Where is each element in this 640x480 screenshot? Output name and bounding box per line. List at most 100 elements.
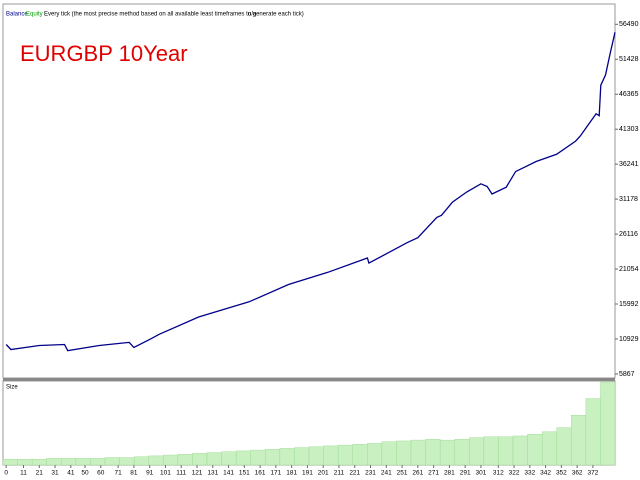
- x-tick-label: 301: [475, 470, 486, 477]
- size-bar: [483, 436, 499, 466]
- size-bar: [541, 431, 557, 466]
- x-tick-label: 181: [286, 470, 297, 477]
- size-bar: [221, 451, 237, 466]
- header-balance: Balance: [6, 12, 28, 18]
- x-tick-label: 21: [36, 470, 44, 477]
- x-tick-label: 291: [460, 470, 471, 477]
- size-bar: [206, 452, 222, 466]
- size-bar: [133, 456, 149, 466]
- x-tick-label: 362: [572, 470, 583, 477]
- x-tick-label: 281: [444, 470, 455, 477]
- size-bar: [439, 439, 455, 466]
- size-bar: [527, 434, 543, 466]
- y-tick-label: 56490: [619, 21, 639, 28]
- x-tick-label: 251: [397, 470, 408, 477]
- size-bar: [381, 441, 397, 466]
- header-method: Every tick (the most precise method base…: [44, 12, 304, 18]
- size-bar: [235, 450, 251, 466]
- size-bar: [177, 454, 193, 466]
- size-bar: [61, 458, 77, 466]
- size-bar: [119, 457, 135, 466]
- x-tick-label: 271: [428, 470, 439, 477]
- size-bar: [352, 444, 368, 466]
- x-tick-label: 151: [239, 470, 250, 477]
- x-tick-label: 111: [176, 470, 186, 477]
- x-tick-label: 211: [334, 470, 345, 477]
- x-tick-label: 221: [349, 470, 360, 477]
- size-bar: [265, 449, 281, 466]
- size-bar: [90, 458, 106, 466]
- x-tick-label: 352: [556, 470, 567, 477]
- size-bar: [425, 439, 441, 466]
- size-bar: [600, 381, 616, 466]
- size-bar: [556, 427, 572, 466]
- y-tick-label: 36241: [619, 161, 639, 168]
- x-tick-label: 91: [146, 470, 154, 477]
- x-tick-label: 201: [318, 470, 329, 477]
- x-tick-label: 121: [192, 470, 203, 477]
- size-bar: [323, 445, 339, 466]
- x-tick-label: 191: [302, 470, 313, 477]
- size-bar: [148, 455, 164, 466]
- x-tick-label: 241: [381, 470, 392, 477]
- x-tick-label: 101: [160, 470, 171, 477]
- x-tick-label: 372: [587, 470, 598, 477]
- x-tick-label: 161: [255, 470, 266, 477]
- size-bar: [279, 448, 295, 466]
- size-bar: [308, 446, 324, 466]
- size-bar: [469, 437, 485, 466]
- size-bar: [454, 439, 470, 466]
- x-tick-label: 231: [365, 470, 376, 477]
- size-bar: [17, 458, 33, 466]
- size-bar: [250, 449, 266, 466]
- y-tick-label: 26116: [619, 231, 638, 238]
- y-tick-label: 21054: [619, 266, 639, 273]
- size-bar: [337, 444, 353, 466]
- x-tick-label: 131: [207, 470, 218, 477]
- header-equity: Equity: [26, 12, 43, 18]
- x-tick-label: 81: [130, 470, 138, 477]
- y-tick-label: 5867: [619, 371, 635, 378]
- size-bar: [512, 435, 528, 466]
- x-tick-label: 31: [51, 470, 59, 477]
- x-tick-label: 11: [20, 470, 27, 477]
- x-tick-label: 322: [509, 470, 520, 477]
- size-bar: [396, 440, 412, 466]
- y-tick-label: 41303: [619, 126, 639, 133]
- x-tick-label: 261: [412, 470, 423, 477]
- y-tick-label: 31178: [619, 196, 638, 203]
- x-tick-label: 41: [67, 470, 75, 477]
- x-tick-label: 60: [97, 470, 105, 477]
- size-bar: [46, 458, 62, 466]
- size-bar: [410, 439, 426, 466]
- size-bar: [294, 447, 310, 466]
- y-tick-label: 46365: [619, 91, 639, 98]
- x-tick-label: 50: [81, 470, 89, 477]
- header-note: n/a: [248, 12, 257, 18]
- x-tick-label: 342: [540, 470, 551, 477]
- x-tick-label: 171: [270, 470, 281, 477]
- size-bar: [104, 457, 120, 466]
- x-tick-label: 312: [493, 470, 504, 477]
- size-bar: [163, 454, 179, 466]
- size-bar: [31, 458, 47, 466]
- size-bar: [498, 436, 514, 466]
- balance-line: [5, 32, 616, 352]
- size-bar: [571, 415, 587, 466]
- x-tick-label: 141: [223, 470, 234, 477]
- y-tick-label: 15992: [619, 301, 639, 308]
- x-tick-label: 0: [4, 470, 8, 477]
- y-tick-label: 51428: [619, 56, 639, 63]
- size-bar: [2, 458, 18, 466]
- y-tick-label: 10929: [619, 336, 639, 343]
- chart-title: EURGBP 10Year: [20, 41, 188, 66]
- x-tick-label: 71: [115, 470, 123, 477]
- size-bar: [192, 453, 208, 466]
- x-tick-label: 332: [524, 470, 535, 477]
- size-bar: [75, 458, 91, 466]
- size-title: Size: [6, 385, 18, 391]
- size-bar: [585, 398, 601, 466]
- size-bar: [367, 443, 383, 466]
